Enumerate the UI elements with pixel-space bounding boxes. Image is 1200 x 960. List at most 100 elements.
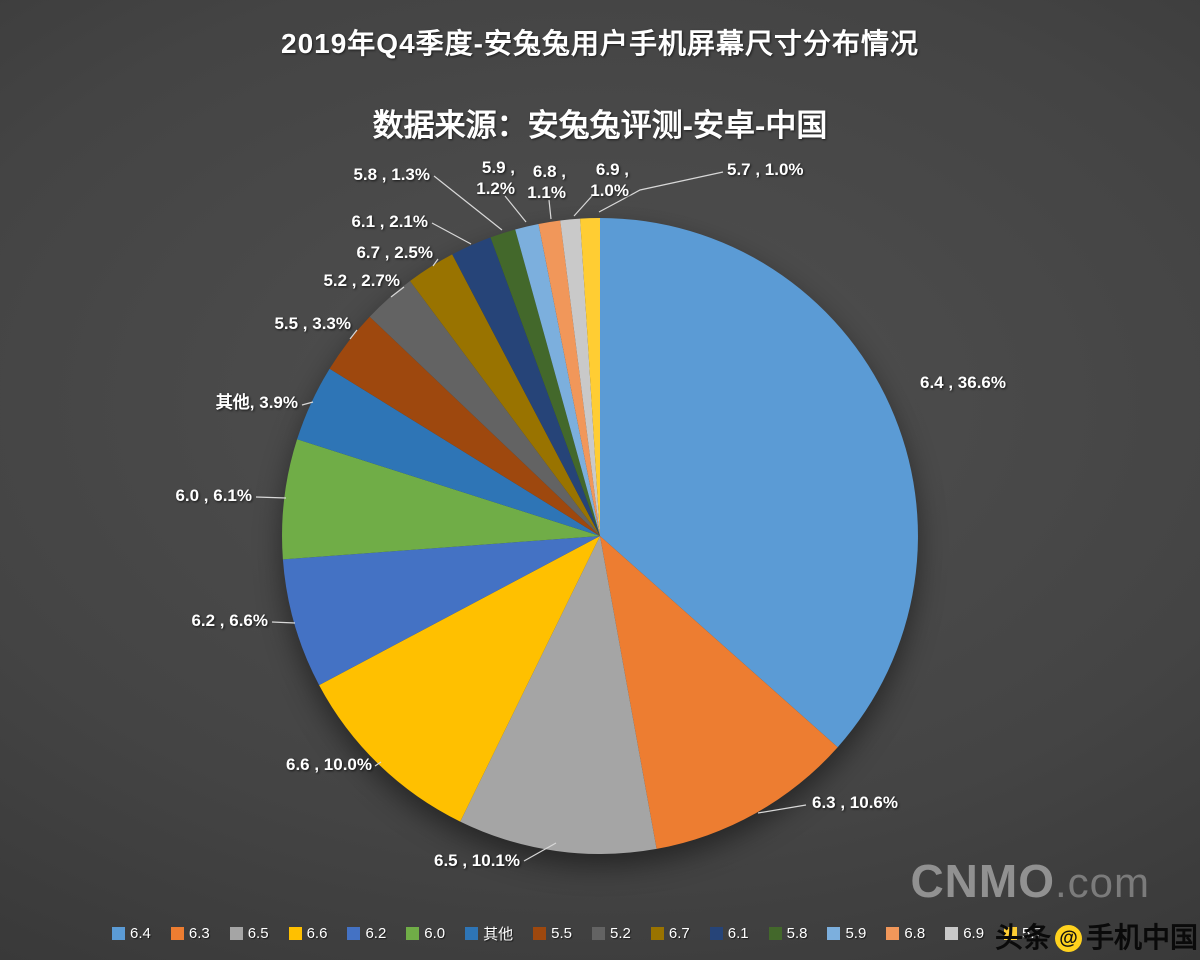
legend-item: 6.8 [886,925,925,942]
pie-slice-其他 [297,368,600,536]
toutiao-logo-icon: @ [1054,924,1082,952]
leader-line-6.1 [431,222,472,245]
legend-item: 5.9 [827,925,866,942]
chart-title: 2019年Q4季度-安兔兔用户手机屏幕尺寸分布情况 [281,28,919,59]
pie-slice-6.2 [282,536,600,686]
legend-label: 5.5 [551,925,573,942]
legend-label: 6.6 [306,925,328,942]
slice-label-5.5: 5.5 , 3.3% [274,314,351,333]
legend-item: 6.5 [229,925,269,942]
slice-label-6.4: 6.4 , 36.6% [920,373,1006,392]
slice-label-6.0: 6.0 , 6.1% [175,486,252,505]
leader-line-6.8 [548,199,552,220]
legend-label: 5.9 [845,925,867,942]
slice-labels: 6.4 , 36.6% 6.3 , 10.6% 6.5 , 10.1% 6.6 , 1… [175,158,1006,870]
watermark-toutiao-prefix: 头条 [994,922,1051,953]
legend-swatch [827,927,841,940]
legend-item: 其他 [465,923,513,944]
legend-swatch [406,927,420,940]
legend-swatch [347,927,361,940]
leader-line-5.5 [349,329,358,340]
slice-label-6.3: 6.3 , 10.6% [812,793,898,812]
slice-label-6.7: 6.7 , 2.5% [356,243,433,262]
at-symbol: @ [1059,927,1078,949]
legend-swatch [886,927,900,940]
slice-label-5.9: 5.9 , [482,158,515,177]
slice-label-6.2: 6.2 , 6.6% [191,611,268,630]
leader-line-6.2 [271,621,296,624]
slice-label-5.7: 5.7 , 1.0% [727,160,804,179]
leader-line-6.9 [573,195,593,217]
pie-slice-5.7 [580,217,600,537]
legend-label: 6.0 [424,925,446,942]
pie-slice-6.1 [452,237,600,536]
legend-item: 5.2 [592,925,631,942]
watermark-toutiao: 头条 @ 手机中国 [995,924,1198,952]
legend: 6.4 6.3 6.5 6.6 6.2 6.0 其他 5.5 5.2 6.7 6.1 5.8 5.9 6.… [112,923,1043,944]
legend-swatch [945,927,959,940]
legend-label: 6.8 [904,925,926,942]
slice-label-5.8: 5.8 , 1.3% [353,165,430,184]
legend-swatch [288,927,302,940]
pie-slice-6.4 [600,218,918,748]
legend-item: 5.8 [768,925,808,942]
leader-line-6.3 [757,804,807,814]
legend-label: 5.7 [1022,925,1043,942]
legend-item: 6.4 [112,925,151,942]
pie-slice-6.8 [538,220,600,536]
watermark-cnmo-light: .com [1054,859,1150,906]
legend-swatch [170,927,184,940]
legend-label: 6.7 [668,925,690,942]
legend-item: 5.7 [1004,925,1043,942]
leader-line-5.9 [504,195,527,223]
legend-item: 6.3 [170,925,210,942]
legend-label: 6.3 [188,925,210,942]
leader-line-5.8 [433,175,503,231]
legend-label: 5.2 [610,925,631,942]
legend-label: 其他 [483,926,514,943]
slice-label-6.6: 6.6 , 10.0% [286,755,372,774]
leader-line-5.2 [390,286,405,298]
legend-label: 6.4 [130,925,151,942]
legend-swatch [768,927,782,940]
pie-slice-5.5 [329,316,600,536]
legend-label: 6.5 [247,925,269,942]
pie-slice-6.3 [600,536,838,849]
pie-slice-6.7 [410,254,600,536]
slice-label-其他: 其他, 3.9% [216,392,298,412]
slice-label-5.2: 5.2 , 2.7% [323,271,400,290]
legend-swatch [465,927,479,940]
slice-label-6.9: 1.0% [590,181,629,200]
legend-item: 5.5 [533,925,572,942]
leader-line-其他 [301,401,314,406]
slice-label-5.9: 1.2% [476,179,515,198]
legend-label: 6.2 [365,925,387,942]
pie-slices [282,217,918,854]
watermark-toutiao-suffix: 手机中国 [1085,922,1198,953]
leader-line-6.6 [374,761,382,767]
legend-label: 6.1 [727,925,749,942]
legend-swatch [650,927,664,940]
pie-slice-6.5 [460,536,657,854]
legend-item: 6.7 [650,925,690,942]
legend-label: 6.9 [963,925,985,942]
legend-swatch [592,927,606,940]
legend-item: 6.0 [406,925,445,942]
slice-label-6.8: 6.8 , [533,162,566,181]
legend-swatch [112,927,125,940]
leader-line-5.7 [598,171,724,213]
legend-label: 5.8 [786,925,808,942]
slice-label-6.8: 1.1% [527,183,566,202]
pie-slice-6.0 [282,439,600,560]
label-leader-lines [255,171,807,862]
legend-item: 6.9 [945,925,984,942]
watermark-cnmo-bold: CNMO [910,855,1055,907]
pie-slice-5.8 [490,229,600,536]
pie-slice-6.6 [319,536,600,822]
chart-subtitle: 数据来源：安兔兔评测-安卓-中国 [372,108,828,143]
legend-item: 6.1 [709,925,749,942]
pie-slice-5.9 [515,224,600,536]
slice-label-6.5: 6.5 , 10.1% [434,851,520,870]
